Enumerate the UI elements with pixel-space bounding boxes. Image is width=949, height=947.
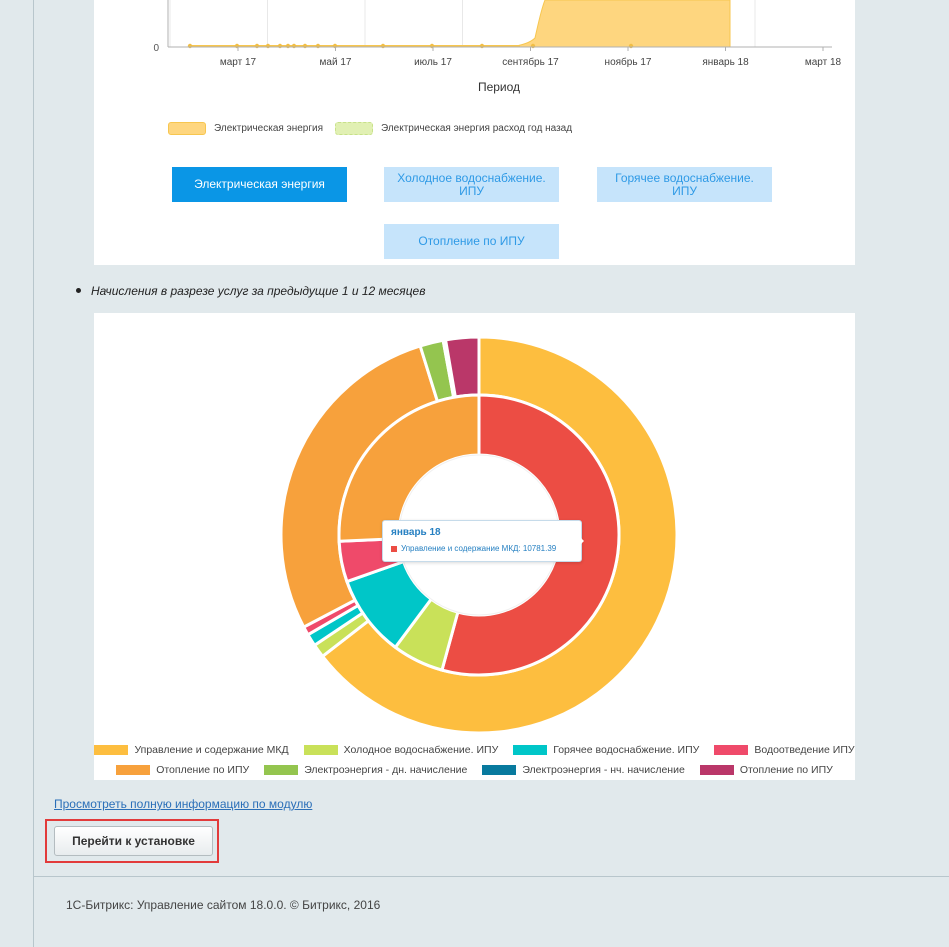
x-tick-label: март 18 [805, 57, 842, 68]
legend-swatch [513, 745, 548, 755]
charges-section-text: Начисления в разрезе услуг за предыдущие… [91, 284, 426, 298]
donut-legend-row: Отопление по ИПУ Электроэнергия - дн. на… [94, 760, 855, 780]
x-tick-label: май 17 [320, 57, 352, 68]
footer-divider [33, 876, 949, 877]
area-chart-legend: Электрическая энергия Электрическая энер… [168, 122, 572, 135]
legend-swatch [264, 765, 299, 775]
bullet-dot [76, 288, 81, 294]
module-info-link[interactable]: Просмотреть полную информацию по модулю [54, 797, 313, 811]
legend-item[interactable]: Электроэнергия - дн. начисление [264, 764, 467, 776]
x-tick-label: ноябрь 17 [605, 56, 652, 68]
legend-swatch-electricity [168, 122, 206, 135]
chart-tooltip: январь 18 Управление и содержание МКД: 1… [382, 520, 582, 562]
service-tab-hot-water[interactable]: Горячее водоснабжение. ИПУ [597, 167, 772, 202]
legend-item[interactable]: Отопление по ИПУ [116, 764, 249, 776]
x-tick-label: март 17 [220, 57, 257, 68]
charges-section-heading: Начисления в разрезе услуг за предыдущие… [76, 284, 426, 298]
legend-label: Отопление по ИПУ [739, 764, 833, 776]
donut-legend: Управление и содержание МКД Холодное вод… [94, 740, 855, 780]
legend-swatch [714, 745, 749, 755]
donut-legend-row: Управление и содержание МКД Холодное вод… [94, 740, 855, 760]
service-tab-heating[interactable]: Отопление по ИПУ [384, 224, 559, 259]
legend-label: Холодное водоснабжение. ИПУ [343, 744, 499, 756]
tooltip-title: январь 18 [391, 527, 441, 538]
legend-swatch [116, 765, 151, 775]
legend-swatch [94, 745, 129, 755]
install-button-highlight [45, 819, 219, 863]
legend-item[interactable]: Отопление по ИПУ [699, 764, 833, 776]
x-tick-label: июль 17 [414, 57, 452, 68]
service-tab-cold-water[interactable]: Холодное водоснабжение. ИПУ [384, 167, 559, 202]
install-button[interactable]: Перейти к установке [54, 826, 213, 856]
consumption-area-chart: 0 март 17 май 17 июль 17 сентябрь 17 ноябрь 1… [153, 0, 842, 94]
tooltip-row: Управление и содержание МКД: 10781.39 [391, 544, 573, 553]
x-tick-label: сентябрь 17 [502, 56, 559, 68]
left-border [33, 0, 34, 947]
legend-label: Электроэнергия - дн. начисление [304, 764, 468, 776]
legend-label-electricity[interactable]: Электрическая энергия [214, 123, 323, 134]
tooltip-value: Управление и содержание МКД: 10781.39 [401, 544, 557, 553]
legend-item[interactable]: Электроэнергия - нч. начисление [482, 764, 685, 776]
legend-label: Отопление по ИПУ [156, 764, 250, 776]
legend-item[interactable]: Водоотведение ИПУ [714, 744, 855, 756]
legend-label: Горячее водоснабжение. ИПУ [553, 744, 700, 756]
legend-label: Управление и содержание МКД [134, 744, 289, 756]
y-tick-label: 0 [153, 43, 159, 54]
legend-swatch [303, 745, 338, 755]
tooltip-color-marker [391, 545, 397, 552]
legend-item[interactable]: Горячее водоснабжение. ИПУ [513, 744, 699, 756]
x-tick-label: январь 18 [702, 57, 749, 68]
x-axis-title: Период [478, 80, 520, 94]
legend-swatch [482, 765, 517, 775]
legend-swatch-electricity-last-year [334, 122, 373, 135]
legend-item[interactable]: Холодное водоснабжение. ИПУ [303, 744, 499, 756]
footer-copyright: 1С-Битрикс: Управление сайтом 18.0.0. © … [66, 898, 381, 912]
charges-donut-chart [279, 335, 679, 735]
legend-swatch [699, 765, 734, 775]
service-tab-electricity[interactable]: Электрическая энергия [172, 167, 347, 202]
tooltip-arrow [579, 536, 584, 546]
legend-label: Водоотведение ИПУ [754, 744, 855, 756]
legend-item[interactable]: Управление и содержание МКД [94, 744, 289, 756]
legend-label: Электроэнергия - нч. начисление [522, 764, 685, 776]
legend-label-electricity-last-year[interactable]: Электрическая энергия расход год назад [380, 123, 573, 134]
